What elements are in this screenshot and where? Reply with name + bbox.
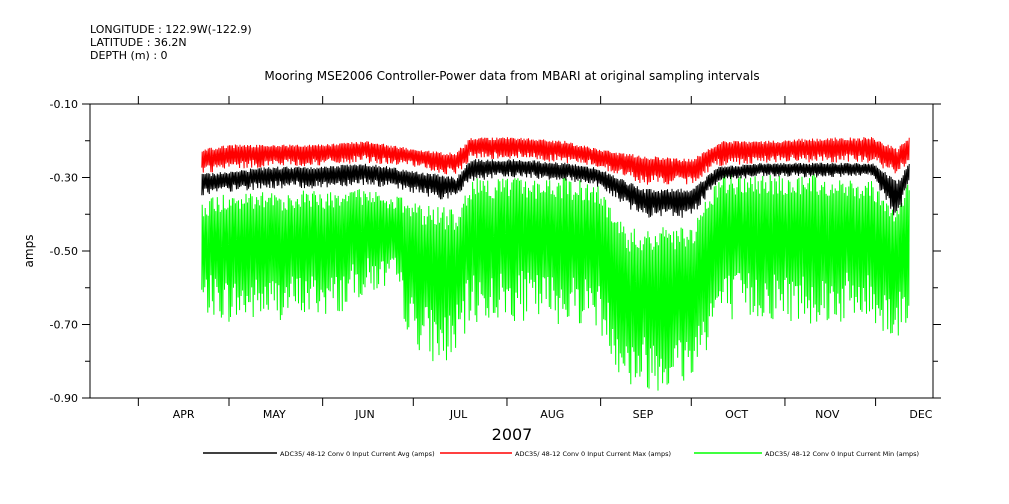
- series-avg: [201, 159, 910, 218]
- longitude-label: LONGITUDE : 122.9W(-122.9): [90, 23, 252, 36]
- legend-label: ADC35/ 48-12 Conv 0 Input Current Max (a…: [515, 450, 671, 458]
- series-line-0: [201, 159, 910, 218]
- series-min: [201, 173, 910, 391]
- y-tick-label: -0.30: [50, 172, 78, 185]
- series-line-2: [201, 173, 910, 391]
- y-tick-label: -0.50: [50, 245, 78, 258]
- legend-label: ADC35/ 48-12 Conv 0 Input Current Min (a…: [765, 450, 919, 458]
- series-line-1: [201, 137, 910, 185]
- x-tick-label: SEP: [633, 408, 654, 421]
- legend-label: ADC35/ 48-12 Conv 0 Input Current Avg (a…: [280, 450, 435, 458]
- x-axis-label: 2007: [492, 425, 533, 444]
- axis-layer: -0.90 -0.70 -0.50 -0.30 -0.10 APR MAY JUN JUL AUG…: [50, 96, 941, 421]
- y-tick-label: -0.70: [50, 319, 78, 332]
- series-max: [201, 137, 910, 185]
- x-tick-label: NOV: [815, 408, 840, 421]
- chart-title: Mooring MSE2006 Controller-Power data fr…: [264, 69, 759, 83]
- latitude-label: LATITUDE : 36.2N: [90, 36, 187, 49]
- y-tick-label: -0.90: [50, 392, 78, 405]
- series-layer: [201, 137, 910, 391]
- x-tick-label: JUN: [354, 408, 375, 421]
- y-axis-label: amps: [22, 235, 36, 268]
- x-tick-label: OCT: [725, 408, 748, 421]
- x-tick-label: DEC: [909, 408, 932, 421]
- x-tick-label: JUL: [449, 408, 468, 421]
- y-tick-label: -0.10: [50, 98, 78, 111]
- depth-label: DEPTH (m) : 0: [90, 49, 168, 62]
- x-tick-label: AUG: [540, 408, 564, 421]
- legend: ADC35/ 48-12 Conv 0 Input Current Avg (a…: [203, 450, 919, 458]
- x-tick-label: APR: [173, 408, 195, 421]
- x-tick-label: MAY: [263, 408, 286, 421]
